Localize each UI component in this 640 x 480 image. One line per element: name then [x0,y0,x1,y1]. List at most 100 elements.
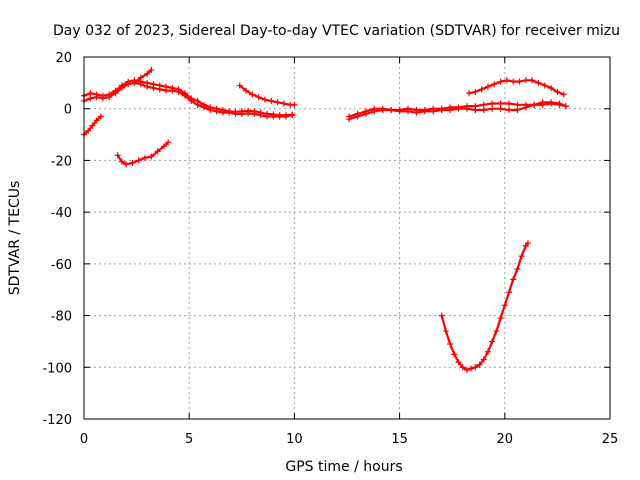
data-point [257,112,264,119]
x-tick-label: 10 [286,432,303,447]
plot-frame [83,56,611,420]
data-point [379,105,386,112]
series-line [133,68,153,85]
data-point [497,100,504,107]
data-point [362,108,369,115]
series-line [82,81,294,118]
data-point [97,113,104,120]
x-axis-label: GPS time / hours [285,459,402,475]
data-point [466,90,473,97]
data-point [354,110,361,117]
data-point [438,312,445,319]
data-point [112,90,119,97]
data-point [518,253,525,260]
data-point [514,107,521,114]
data-point [388,107,395,114]
data-point [468,365,475,372]
series-arc-9 [466,77,567,98]
data-point [516,78,523,85]
data-point [510,276,517,283]
data-point [93,117,100,124]
data-point [506,100,513,107]
data-point [535,79,542,86]
data-point [522,101,529,108]
x-tick-label: 0 [80,432,88,447]
y-tick-label: -20 [51,154,72,169]
data-point [156,86,163,93]
series-line [467,79,565,96]
data-point [118,158,125,165]
data-point [255,94,262,101]
series-line [238,84,296,106]
data-point [89,122,96,129]
data-point [106,94,113,101]
chart-title: Day 032 of 2023, Sidereal Day-to-day VTE… [53,23,620,39]
data-point [137,81,144,88]
data-point [160,143,167,150]
data-point [556,101,563,108]
data-point [484,348,491,355]
data-point [447,341,454,348]
data-point [150,85,157,92]
data-point [268,97,275,104]
data-point [219,109,226,116]
data-point [251,110,258,117]
data-point [442,328,449,335]
data-point [148,66,155,73]
data-point [480,107,487,114]
data-point [144,83,151,90]
data-point [554,88,561,95]
data-point [451,351,458,358]
series-arc-3 [131,66,155,86]
data-point [413,107,420,114]
data-point [405,105,412,112]
data-point [514,266,521,273]
data-point [510,78,517,85]
data-point [522,77,529,84]
axis-tick-labels: 0 5 10 15 20 25 20 0 -20 -40 -60 -80 -100 -120 [42,51,618,447]
data-point [548,100,555,107]
data-point [232,110,239,117]
data-point [503,77,510,84]
axis-ticks [83,56,611,420]
data-point [480,101,487,108]
data-point [506,289,513,296]
data-point [148,153,155,160]
data-point [200,104,207,111]
data-point [85,127,92,134]
data-point [282,113,289,120]
data-point [539,101,546,108]
data-point [289,112,296,119]
data-point [541,82,548,89]
data-point [562,103,569,110]
data-point [87,90,94,97]
data-point [472,364,479,371]
data-point [459,364,466,371]
data-point [243,87,250,94]
data-point [463,103,470,110]
y-tick-label: -100 [42,361,72,376]
series-line [82,79,294,117]
data-point [480,356,487,363]
data-point [238,110,245,117]
data-point [274,99,281,106]
data-point [396,107,403,114]
data-point [497,315,504,322]
series-arc-8 [346,100,569,120]
data-point [291,101,298,108]
series-arc-6 [236,82,298,108]
data-point [163,87,170,94]
data-point [169,87,176,94]
data-point [421,107,428,114]
data-series-group [81,66,569,373]
data-point [118,85,125,92]
data-point [560,91,567,98]
data-point [194,101,201,108]
data-point [181,92,188,99]
data-point [270,113,277,120]
data-point [455,104,462,111]
data-point [264,113,271,120]
series-line [116,141,170,166]
